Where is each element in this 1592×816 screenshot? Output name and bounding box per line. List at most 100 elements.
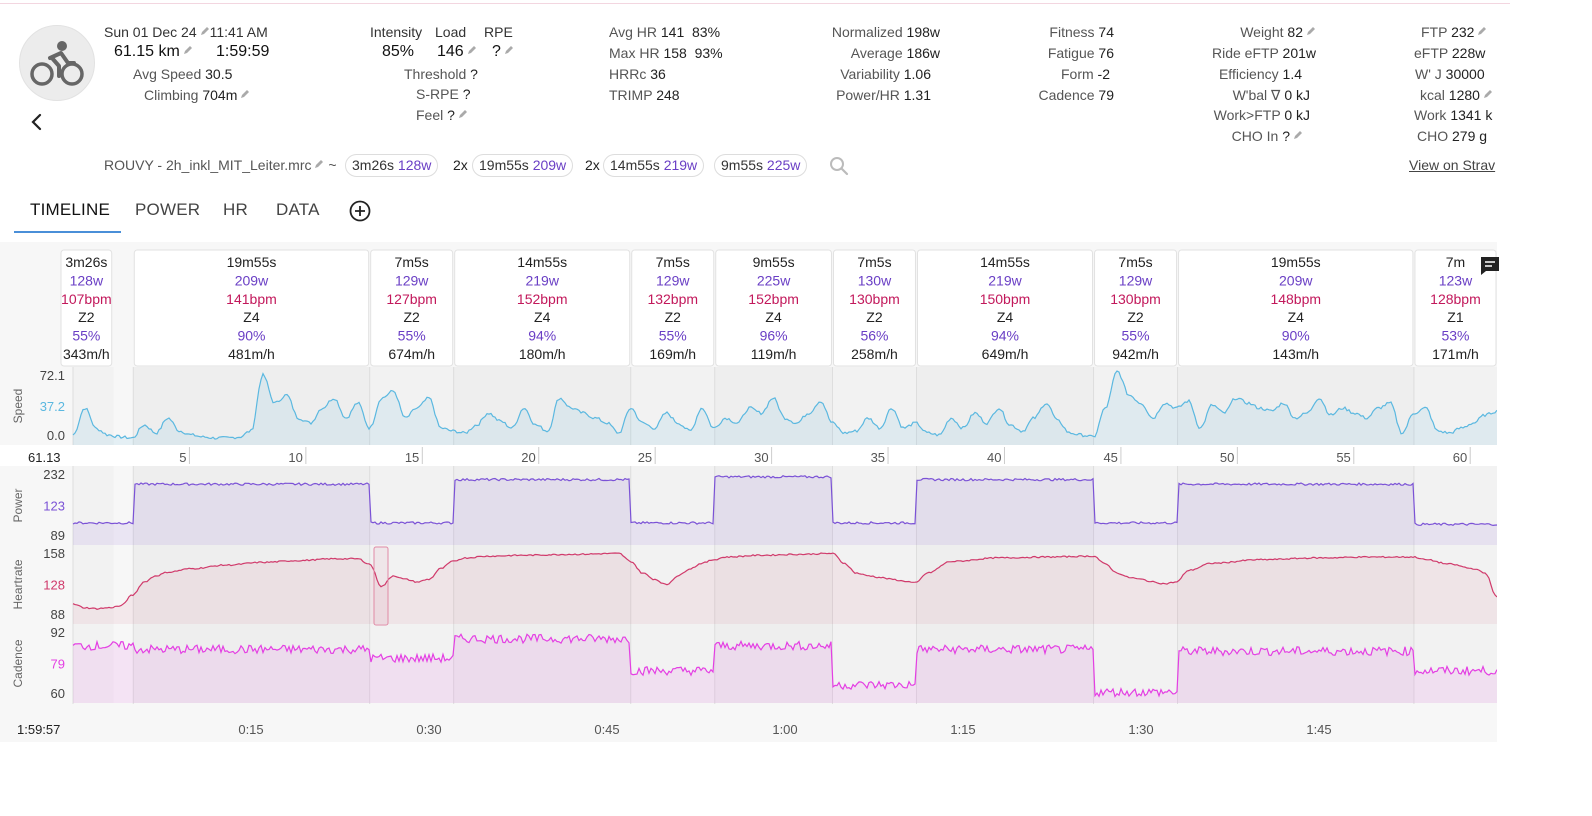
ftp[interactable]: FTP 232 (1421, 23, 1487, 41)
activity-distance[interactable]: 61.15 km (114, 42, 193, 62)
chevron-left-icon (31, 113, 42, 131)
edit-pencil-icon[interactable] (200, 26, 210, 36)
form: Form -2 (1060, 66, 1110, 82)
edit-pencil-icon[interactable] (504, 45, 514, 55)
weight[interactable]: Weight 82 (1240, 23, 1316, 41)
y-tick-label: 123 (43, 499, 65, 514)
y-tick-label: 37.2 (40, 399, 65, 414)
interval-zone: Z2 (665, 309, 682, 325)
edit-pencil-icon[interactable] (1306, 26, 1316, 36)
distance-tick-label: 25 (638, 450, 652, 465)
distance-tick-label: 50 (1220, 450, 1234, 465)
timeline-chart[interactable]: 3m26s 128w 107bpm Z2 55% 343m/h 19m55s 209w 141b… (0, 242, 1497, 742)
edit-pencil-icon[interactable] (240, 89, 250, 99)
interval-card[interactable] (370, 249, 454, 367)
interval-heartrate: 107bpm (61, 291, 112, 307)
power-hr: Power/HR 1.31 (836, 87, 931, 103)
interval-climb-rate: 481m/h (228, 346, 275, 362)
edit-pencil-icon[interactable] (183, 45, 193, 55)
add-tab-button[interactable] (349, 200, 371, 225)
rpe-value[interactable]: ? (492, 42, 514, 62)
interval-zone: Z2 (1127, 309, 1144, 325)
interval-shade (1413, 367, 1497, 445)
activity-date[interactable]: Sun 01 Dec 24 11:41 AM (104, 24, 268, 40)
search-icon[interactable] (829, 156, 849, 179)
interval-shade (133, 367, 370, 445)
interval-card[interactable] (832, 249, 916, 367)
edit-pencil-icon[interactable] (467, 45, 477, 55)
time-start-label: 1:59:57 (17, 722, 60, 737)
normalized-power: Normalized 198w (831, 24, 940, 40)
hover-marker[interactable] (373, 546, 389, 626)
interval-card[interactable] (133, 249, 370, 367)
interval-shade (714, 367, 833, 445)
interval-chip[interactable]: 19m55s 209w (472, 154, 574, 177)
interval-card[interactable] (1094, 249, 1178, 367)
climbing[interactable]: Climbing 704m (144, 86, 250, 104)
interval-multiplier: 2x (453, 157, 468, 173)
view-on-strava-link[interactable]: View on Strav (1409, 157, 1496, 173)
interval-shade (1093, 466, 1178, 703)
interval-shade (1177, 367, 1414, 445)
activity-type-avatar (19, 25, 95, 101)
tab-data[interactable]: DATA (276, 200, 320, 219)
interval-heartrate: 128bpm (1430, 291, 1481, 307)
interval-card[interactable] (916, 249, 1094, 367)
interval-power: 129w (1119, 272, 1153, 288)
interval-card[interactable] (715, 249, 832, 367)
tab-hr[interactable]: HR (223, 200, 248, 219)
interval-ftp-percent: 55% (398, 328, 426, 344)
interval-card[interactable] (60, 249, 113, 367)
timeline-chart-area[interactable]: 3m26s 128w 107bpm Z2 55% 343m/h 19m55s 209w 141b… (0, 242, 1497, 742)
interval-duration: 19m55s (227, 254, 277, 270)
interval-card[interactable] (1414, 249, 1497, 367)
edit-pencil-icon[interactable] (314, 159, 324, 169)
tab-power[interactable]: POWER (135, 200, 201, 219)
cho-in[interactable]: CHO In ? (1232, 127, 1303, 145)
interval-card[interactable] (631, 249, 715, 367)
feel[interactable]: Feel ? (416, 106, 468, 124)
interval-chip[interactable]: 3m26s 128w (345, 154, 439, 177)
interval-ftp-percent: 90% (1282, 328, 1310, 344)
interval-shade (916, 466, 1094, 703)
efficiency: Efficiency 1.4 (1218, 66, 1302, 82)
interval-climb-rate: 343m/h (63, 346, 110, 362)
back-button[interactable] (26, 110, 48, 134)
workout-file-name[interactable]: ROUVY - 2h_inkl_MIT_Leiter.mrc ~ (104, 157, 337, 173)
edit-pencil-icon[interactable] (1477, 26, 1487, 36)
interval-climb-rate: 119m/h (751, 346, 797, 362)
y-tick-label: 158 (43, 546, 65, 561)
load-value[interactable]: 146 (437, 42, 477, 62)
distance-start-label: 61.13 (28, 450, 61, 465)
interval-heartrate: 148bpm (1270, 291, 1321, 307)
kcal[interactable]: kcal 1280 (1420, 86, 1493, 104)
distance-tick-label: 55 (1336, 450, 1350, 465)
distance-tick-label: 20 (521, 450, 535, 465)
interval-power: 219w (525, 272, 559, 288)
cadence: Cadence 79 (1038, 87, 1114, 103)
bicycle-icon (30, 41, 84, 86)
interval-chip[interactable]: 14m55s 219w (603, 154, 705, 177)
edit-pencil-icon[interactable] (1483, 89, 1493, 99)
hrrc: HRRc 36 (609, 66, 666, 82)
y-tick-label: 79 (51, 657, 65, 672)
speed-area-fill (73, 371, 1497, 445)
edit-pencil-icon[interactable] (458, 109, 468, 119)
eftp: eFTP 228w (1414, 45, 1486, 61)
edit-pencil-icon[interactable] (1293, 130, 1303, 140)
interval-card[interactable] (454, 249, 631, 367)
view-tabs: TIMELINE POWER HR DATA (14, 192, 394, 234)
interval-climb-rate: 180m/h (519, 346, 566, 362)
interval-power: 128w (70, 272, 104, 288)
interval-zone: Z4 (765, 309, 782, 325)
comment-icon[interactable] (1479, 255, 1501, 277)
interval-ftp-percent: 53% (1441, 328, 1469, 344)
interval-card[interactable] (1178, 249, 1414, 367)
interval-shade (369, 367, 454, 445)
interval-power: 130w (858, 272, 892, 288)
interval-chip[interactable]: 9m55s 225w (714, 154, 808, 177)
plus-circle-icon (349, 200, 371, 222)
tab-timeline[interactable]: TIMELINE (30, 200, 111, 219)
interval-climb-rate: 171m/h (1432, 346, 1479, 362)
